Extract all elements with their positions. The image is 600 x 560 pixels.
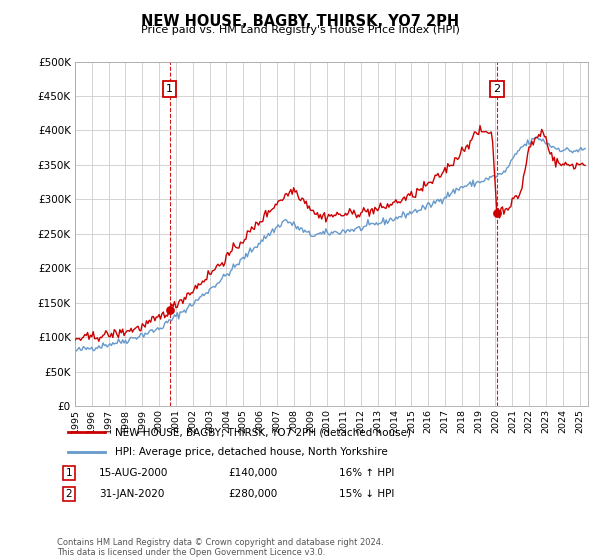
Text: £140,000: £140,000	[228, 468, 277, 478]
Text: 2: 2	[65, 489, 73, 499]
Text: £280,000: £280,000	[228, 489, 277, 499]
Text: HPI: Average price, detached house, North Yorkshire: HPI: Average price, detached house, Nort…	[115, 447, 388, 458]
Text: NEW HOUSE, BAGBY, THIRSK, YO7 2PH (detached house): NEW HOUSE, BAGBY, THIRSK, YO7 2PH (detac…	[115, 428, 411, 437]
Text: Price paid vs. HM Land Registry's House Price Index (HPI): Price paid vs. HM Land Registry's House …	[140, 25, 460, 35]
Text: NEW HOUSE, BAGBY, THIRSK, YO7 2PH: NEW HOUSE, BAGBY, THIRSK, YO7 2PH	[141, 14, 459, 29]
Text: 1: 1	[65, 468, 73, 478]
Point	[165, 305, 175, 314]
Text: 15% ↓ HPI: 15% ↓ HPI	[339, 489, 394, 499]
Text: 31-JAN-2020: 31-JAN-2020	[99, 489, 164, 499]
Text: 1: 1	[166, 84, 173, 94]
Text: Contains HM Land Registry data © Crown copyright and database right 2024.
This d: Contains HM Land Registry data © Crown c…	[57, 538, 383, 557]
Text: 2: 2	[493, 84, 500, 94]
Text: 16% ↑ HPI: 16% ↑ HPI	[339, 468, 394, 478]
Point	[492, 209, 502, 218]
Text: 15-AUG-2000: 15-AUG-2000	[99, 468, 169, 478]
